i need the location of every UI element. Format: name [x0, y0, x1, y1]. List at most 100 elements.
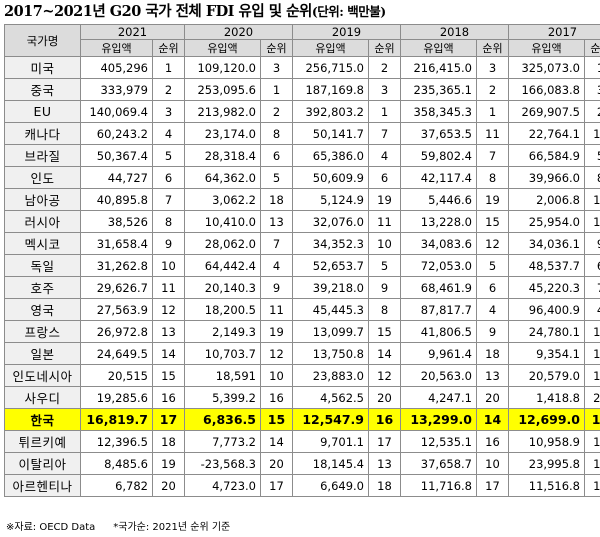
- rank-cell: 7: [368, 122, 401, 145]
- table-row: 미국 405,296 1 109,120.0 3 256,715.0 2 216,415.0 3…: [4, 56, 600, 79]
- rank-cell: 4: [368, 144, 401, 167]
- inflow-header: 유입액: [292, 39, 369, 57]
- inflow-cell: 23,883.0: [292, 364, 369, 387]
- country-cell: 호주: [4, 276, 81, 299]
- table-header: 국가명 2021 2020 2019 2018 2017 유입액 순위 유입액 …: [4, 24, 600, 57]
- rank-cell: 5: [368, 254, 401, 277]
- inflow-cell: 38,526: [80, 210, 153, 233]
- rank-cell: 6: [368, 166, 401, 189]
- rank-cell: 19: [260, 320, 293, 343]
- inflow-cell: 22,764.1: [508, 122, 585, 145]
- inflow-cell: 65,386.0: [292, 144, 369, 167]
- inflow-cell: 37,658.7: [400, 452, 477, 475]
- inflow-cell: 10,703.7: [184, 342, 261, 365]
- rank-cell: 13: [368, 452, 401, 475]
- table-row: 사우디 19,285.6 16 5,399.2 16 4,562.5 20 4,247.1 20…: [4, 386, 600, 409]
- rank-cell: 7: [152, 188, 185, 211]
- inflow-cell: 28,062.0: [184, 232, 261, 255]
- rank-cell: 8: [260, 122, 293, 145]
- inflow-cell: 12,699.0: [508, 408, 585, 431]
- table-row: 호주 29,626.7 11 20,140.3 9 39,218.0 9 68,461.9 6 4…: [4, 276, 600, 299]
- inflow-cell: 68,461.9: [400, 276, 477, 299]
- country-cell: 독일: [4, 254, 81, 277]
- country-cell: 아르헨티나: [4, 474, 81, 497]
- inflow-cell: 18,145.4: [292, 452, 369, 475]
- inflow-cell: 37,653.5: [400, 122, 477, 145]
- inflow-cell: 13,228.0: [400, 210, 477, 233]
- inflow-cell: 23,174.0: [184, 122, 261, 145]
- inflow-cell: 253,095.6: [184, 78, 261, 101]
- inflow-cell: 392,803.2: [292, 100, 369, 123]
- rank-cell: 13: [476, 364, 509, 387]
- inflow-cell: 109,120.0: [184, 56, 261, 79]
- rank-cell: 5: [152, 144, 185, 167]
- source-note: ※자료: OECD Data: [6, 522, 96, 533]
- country-cell: 영국: [4, 298, 81, 321]
- inflow-cell: 8,485.6: [80, 452, 153, 475]
- rank-header: 순위: [260, 39, 293, 57]
- inflow-cell: 52,653.7: [292, 254, 369, 277]
- inflow-cell: 2,006.8: [508, 188, 585, 211]
- inflow-cell: 16,819.7: [80, 408, 153, 431]
- rank-cell: 10: [584, 210, 600, 233]
- inflow-cell: 5,446.6: [400, 188, 477, 211]
- table-row: 독일 31,262.8 10 64,442.4 4 52,653.7 5 72,053.0 5 4…: [4, 254, 600, 277]
- rank-cell: 15: [368, 320, 401, 343]
- rank-cell: 14: [584, 364, 600, 387]
- rank-header: 순위: [584, 39, 600, 57]
- table-row: 남아공 40,895.8 7 3,062.2 18 5,124.9 19 5,446.6 19 2…: [4, 188, 600, 211]
- rank-cell: 12: [260, 342, 293, 365]
- rank-cell: 17: [260, 474, 293, 497]
- inflow-cell: -23,568.3: [184, 452, 261, 475]
- rank-cell: 13: [584, 122, 600, 145]
- rank-cell: 6: [152, 166, 185, 189]
- inflow-cell: 11,516.8: [508, 474, 585, 497]
- rank-cell: 10: [368, 232, 401, 255]
- rank-cell: 11: [368, 210, 401, 233]
- inflow-cell: 50,141.7: [292, 122, 369, 145]
- inflow-cell: 42,117.4: [400, 166, 477, 189]
- table-row-highlighted: 한국 16,819.7 17 6,836.5 15 12,547.9 16 13,299.0 1…: [4, 408, 600, 431]
- inflow-cell: 20,140.3: [184, 276, 261, 299]
- rank-cell: 4: [584, 298, 600, 321]
- rank-cell: 4: [260, 254, 293, 277]
- inflow-cell: 4,723.0: [184, 474, 261, 497]
- inflow-cell: 44,727: [80, 166, 153, 189]
- inflow-cell: 28,318.4: [184, 144, 261, 167]
- rank-cell: 12: [476, 232, 509, 255]
- country-cell: 인도: [4, 166, 81, 189]
- rank-cell: 17: [152, 408, 185, 431]
- rank-cell: 3: [260, 56, 293, 79]
- rank-cell: 3: [368, 78, 401, 101]
- year-header-2021: 2021: [80, 24, 185, 40]
- inflow-cell: 6,836.5: [184, 408, 261, 431]
- inflow-cell: 9,701.1: [292, 430, 369, 453]
- year-header-2019: 2019: [292, 24, 401, 40]
- inflow-cell: 23,995.8: [508, 452, 585, 475]
- rank-cell: 7: [260, 232, 293, 255]
- table-row: 영국 27,563.9 12 18,200.5 11 45,445.3 8 87,817.7 4…: [4, 298, 600, 321]
- rank-cell: 13: [260, 210, 293, 233]
- inflow-cell: 11,716.8: [400, 474, 477, 497]
- table-row: 인도네시아 20,515 15 18,591 10 23,883.0 12 20,563.0 1…: [4, 364, 600, 387]
- inflow-cell: 32,076.0: [292, 210, 369, 233]
- table-row: 브라질 50,367.4 5 28,318.4 6 65,386.0 4 59,802.4 7 6…: [4, 144, 600, 167]
- rank-cell: 20: [260, 452, 293, 475]
- header-sub-row: 유입액 순위 유입액 순위 유입액 순위 유입액 순위 유입액 순위: [5, 39, 600, 57]
- rank-cell: 20: [584, 386, 600, 409]
- rank-cell: 3: [584, 78, 600, 101]
- rank-cell: 7: [476, 144, 509, 167]
- inflow-cell: 96,400.9: [508, 298, 585, 321]
- rank-cell: 18: [260, 188, 293, 211]
- rank-cell: 8: [368, 298, 401, 321]
- rank-cell: 12: [368, 364, 401, 387]
- inflow-cell: 10,958.9: [508, 430, 585, 453]
- inflow-cell: 39,966.0: [508, 166, 585, 189]
- inflow-cell: 358,345.3: [400, 100, 477, 123]
- rank-cell: 5: [584, 144, 600, 167]
- footnote: ※자료: OECD Data *국가순: 2021년 순위 기준: [6, 521, 248, 535]
- rank-cell: 1: [260, 78, 293, 101]
- country-cell: 이탈리아: [4, 452, 81, 475]
- inflow-cell: 9,961.4: [400, 342, 477, 365]
- fdi-table: 국가명 2021 2020 2019 2018 2017 유입액 순위 유입액 …: [4, 24, 600, 497]
